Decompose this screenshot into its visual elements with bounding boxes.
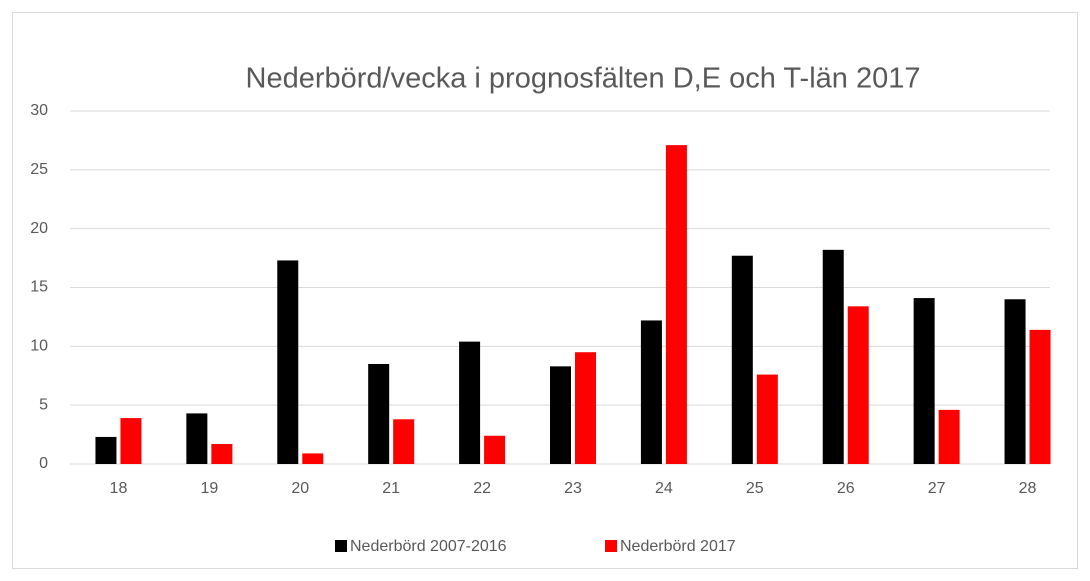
x-tick-label: 27 [928,480,946,497]
bar [822,249,844,464]
y-tick-label: 0 [39,455,48,472]
bar [211,443,233,464]
bar [459,341,481,464]
bar [393,419,415,464]
bar [913,298,935,464]
x-tick-label: 20 [291,480,309,497]
y-tick-label: 15 [30,279,48,296]
bar [484,435,506,464]
bar [1004,299,1026,464]
bar [186,413,208,464]
bar [120,418,142,464]
y-tick-label: 5 [39,396,48,413]
bar [575,352,596,464]
y-tick-label: 25 [30,161,48,178]
x-tick-label: 25 [746,480,764,497]
x-tick-label: 22 [473,480,491,497]
bar [756,374,778,464]
x-tick-label: 23 [564,480,582,497]
legend-label: Nederbörd 2017 [620,538,736,555]
bar [550,366,571,464]
bar [847,306,869,464]
chart-title: Nederbörd/vecka i prognosfälten D,E och … [246,63,921,95]
x-tick-label: 19 [200,480,218,497]
x-tick-label: 21 [382,480,400,497]
bar [277,260,299,464]
x-tick-label: 28 [1019,480,1037,497]
bar [665,145,687,464]
bar [368,363,390,464]
x-tick-label: 24 [655,480,673,497]
legend-label: Nederbörd 2007-2016 [350,538,507,555]
legend-swatch [605,540,617,552]
legend-swatch [335,540,347,552]
bar [731,255,753,464]
bar [95,436,117,464]
bar [1029,329,1051,464]
chart-border [12,12,1078,569]
y-tick-label: 30 [30,102,48,119]
bar [302,453,324,464]
y-tick-label: 20 [30,220,48,237]
bar [640,320,662,464]
bar [938,409,960,464]
y-tick-label: 10 [30,338,48,355]
x-tick-label: 26 [837,480,855,497]
x-tick-label: 18 [110,480,128,497]
